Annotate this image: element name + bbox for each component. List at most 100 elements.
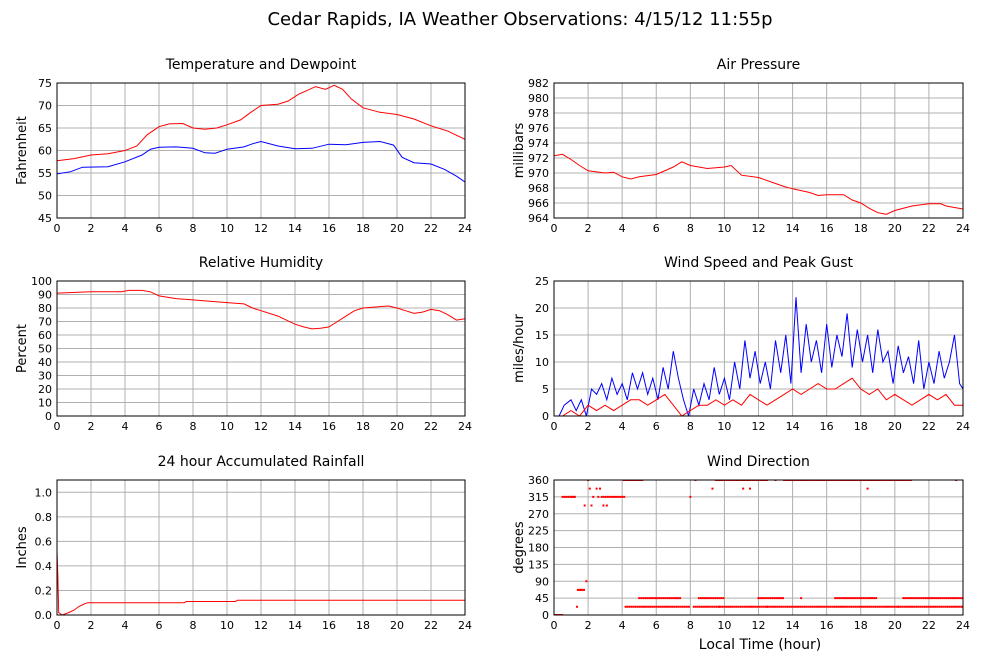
direction-point [761, 597, 764, 600]
direction-point [784, 605, 787, 608]
direction-point [779, 597, 782, 600]
direction-point [950, 605, 953, 608]
direction-point [922, 597, 925, 600]
wind-x-tick-label: 12 [752, 420, 766, 433]
pressure-x-tick-label: 14 [786, 222, 800, 235]
temp-y-tick-label: 60 [38, 145, 52, 158]
direction-point [947, 597, 950, 600]
direction-point [654, 597, 657, 600]
direction-point [756, 605, 759, 608]
direction-point [955, 597, 958, 600]
humidity-series-line [57, 289, 465, 330]
direction-point [897, 605, 900, 608]
direction-point [782, 597, 785, 600]
direction-point [597, 495, 600, 498]
direction-point [667, 605, 670, 608]
direction-point [833, 605, 836, 608]
rain-x-tick-label: 2 [88, 619, 95, 632]
direction-point [655, 605, 658, 608]
direction-point [961, 597, 963, 600]
direction-point [799, 605, 802, 608]
direction-point [893, 605, 896, 608]
direction-point [837, 605, 840, 608]
direction-point [872, 605, 875, 608]
direction-point [642, 597, 645, 600]
direction-point [766, 605, 769, 608]
direction-point [719, 605, 722, 608]
direction-point [626, 605, 629, 608]
wind-x-tick-label: 2 [585, 420, 592, 433]
direction-point [694, 605, 697, 608]
direction-point [916, 597, 919, 600]
direction-point [770, 605, 773, 608]
wind-x-tick-label: 20 [888, 420, 902, 433]
direction-point [933, 597, 936, 600]
rain-title: 24 hour Accumulated Rainfall [158, 454, 365, 470]
direction-point [647, 605, 650, 608]
humidity-plot-area [57, 289, 465, 330]
direction-point [670, 597, 673, 600]
direction-point [811, 605, 814, 608]
direction-point [764, 605, 767, 608]
humidity-y-tick-label: 100 [31, 275, 52, 288]
temp-x-tick-label: 4 [122, 222, 129, 235]
direction-point [702, 605, 705, 608]
temp-x-tick-label: 18 [356, 222, 370, 235]
rain-y-axis-label: Inches [15, 526, 30, 568]
rain-x-tick-label: 16 [322, 619, 336, 632]
direction-point [777, 597, 780, 600]
direction-point [860, 605, 863, 608]
direction-point [646, 597, 649, 600]
humidity-y-tick-label: 10 [38, 397, 52, 410]
direction-point [792, 605, 795, 608]
rain-y-tick-label: 0.6 [35, 535, 53, 548]
direction-point [731, 605, 734, 608]
direction-point [775, 597, 778, 600]
direction-point [925, 605, 928, 608]
direction-point [619, 495, 622, 498]
direction-y-tick-label: 45 [535, 592, 549, 605]
pressure-y-tick-label: 978 [528, 107, 549, 120]
direction-point [797, 605, 800, 608]
direction-point [936, 605, 939, 608]
direction-point [735, 605, 738, 608]
humidity-x-tick-label: 4 [122, 420, 129, 433]
direction-point [677, 597, 680, 600]
temp-y-tick-label: 55 [38, 167, 52, 180]
direction-point [714, 597, 717, 600]
temp-x-tick-label: 0 [54, 222, 61, 235]
direction-point [862, 605, 865, 608]
direction-point [937, 597, 940, 600]
direction-point [658, 597, 661, 600]
direction-point [782, 605, 785, 608]
rain-y-tick-label: 1.0 [35, 486, 53, 499]
direction-point [760, 605, 763, 608]
direction-point [864, 597, 867, 600]
direction-point [657, 605, 660, 608]
direction-point [960, 605, 963, 608]
direction-point [664, 597, 667, 600]
direction-point [571, 495, 574, 498]
pressure-series-line [554, 153, 963, 215]
direction-point [780, 605, 783, 608]
direction-point [959, 597, 962, 600]
direction-point [621, 495, 624, 498]
direction-point [917, 605, 920, 608]
direction-point [878, 605, 881, 608]
direction-point [757, 597, 760, 600]
direction-point [875, 597, 878, 600]
direction-point [948, 605, 951, 608]
direction-point [698, 605, 701, 608]
direction-point [748, 487, 751, 490]
direction-point [928, 597, 931, 600]
direction-y-tick-label: 0 [542, 609, 549, 622]
temp-series-line [57, 140, 465, 183]
direction-x-tick-label: 0 [551, 619, 558, 632]
rain-x-tick-label: 14 [288, 619, 302, 632]
humidity-x-tick-label: 10 [220, 420, 234, 433]
direction-point [602, 504, 605, 507]
direction-point [858, 605, 861, 608]
pressure-y-tick-label: 980 [528, 92, 549, 105]
direction-point [907, 605, 910, 608]
direction-point [870, 605, 873, 608]
